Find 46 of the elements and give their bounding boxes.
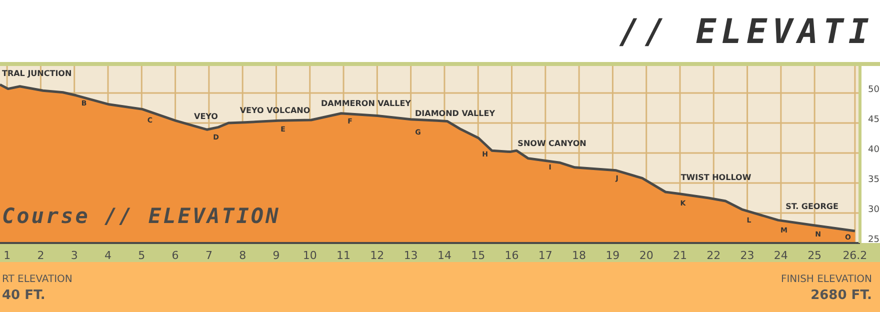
x-tick-label: 5 [138, 248, 146, 262]
x-tick-label: 8 [239, 248, 246, 262]
y-tick-label: 25 [868, 235, 880, 246]
x-tick-label: 24 [774, 248, 788, 262]
x-tick-label: 3 [70, 248, 78, 262]
x-tick-label: 10 [302, 248, 317, 262]
annotation: ST. GEORGE [786, 202, 838, 211]
x-tick-label: 12 [370, 248, 384, 262]
x-tick-label: 26.2 [842, 248, 868, 262]
annotation: TRAL JUNCTION [2, 69, 72, 78]
x-tick-label: 6 [172, 248, 179, 262]
annotation: SNOW CANYON [518, 139, 586, 148]
annotation: TWIST HOLLOW [680, 173, 752, 182]
chart-title: // ELEVATI [619, 12, 874, 52]
x-tick-label: 1 [4, 248, 11, 262]
text: 40 FT. [2, 288, 46, 303]
x-tick-label: 25 [808, 248, 822, 262]
text: FINISH ELEVATION [780, 274, 872, 285]
x-tick-label: 21 [672, 248, 687, 262]
y-tick-label: 40 [868, 145, 880, 156]
x-tick-label: 15 [471, 248, 486, 262]
y-tick-label: 30 [868, 205, 880, 216]
x-tick-label: 19 [606, 248, 620, 262]
x-tick-label: 13 [404, 248, 418, 262]
x-tick-label: 9 [272, 248, 280, 262]
x-tick-label: 16 [504, 248, 519, 262]
x-tick-label: 20 [639, 248, 654, 262]
x-tick-label: 18 [572, 248, 586, 262]
text: 2680 FT. [810, 288, 872, 303]
y-tick-label: 45 [868, 115, 880, 126]
x-tick-label: 23 [740, 248, 754, 262]
x-tick-label: 4 [104, 248, 112, 262]
annotation: DIAMOND VALLEY [415, 109, 495, 118]
x-tick-label: 2 [37, 248, 44, 262]
x-tick-label: 17 [538, 248, 552, 262]
y-tick-label: 50 [868, 85, 880, 96]
x-tick-label: 22 [706, 248, 721, 262]
annotation: Course // ELEVATION [2, 204, 280, 228]
annotation: DAMMERON VALLEY [321, 99, 411, 108]
x-tick-label: 7 [205, 248, 212, 262]
annotation: VEYO [194, 112, 218, 121]
x-tick-label: 11 [336, 248, 351, 262]
annotation: VEYO VOLCANO [240, 106, 310, 115]
y-tick-label: 35 [868, 175, 880, 186]
x-tick-label: 14 [437, 248, 452, 262]
text: RT ELEVATION [2, 274, 72, 285]
